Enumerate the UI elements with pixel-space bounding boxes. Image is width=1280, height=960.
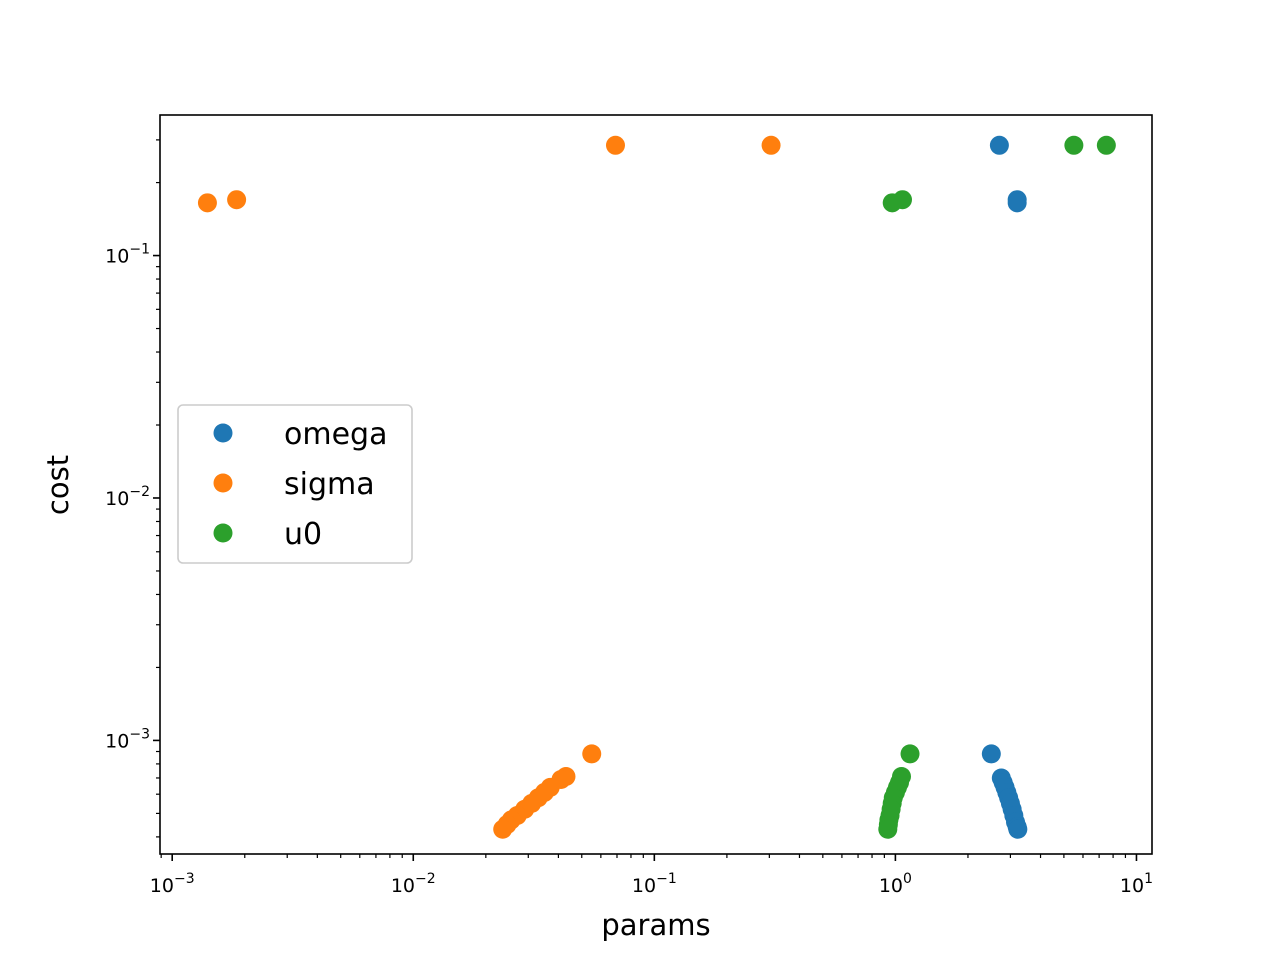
legend-marker-omega [213,423,233,443]
legend-label-u0: u0 [284,517,322,552]
point-omega [1008,819,1028,839]
point-sigma [582,744,602,764]
series-u0 [878,135,1116,839]
x-tick-label: 10−1 [632,871,677,897]
point-sigma [761,135,781,155]
y-tick-label: 10−1 [105,242,150,268]
legend-label-omega: omega [284,417,387,452]
legend-frame [177,404,413,564]
y-tick-label: 10−3 [105,726,150,752]
axis-ticks: 10−3 10−2 10−1 100 101 10−3 10−2 10−1 [105,139,1153,897]
y-tick-label: 10−2 [105,484,150,510]
point-sigma [197,193,217,213]
point-sigma [227,190,247,210]
point-u0 [892,190,912,210]
point-u0 [900,744,920,764]
x-axis-label: params [601,908,710,942]
point-u0 [1064,135,1084,155]
point-omega [1007,193,1027,213]
legend: omega sigma u0 [177,404,413,564]
point-sigma [493,819,513,839]
series-omega [981,135,1028,839]
point-u0 [1096,135,1116,155]
point-omega [981,744,1001,764]
x-tick-label: 10−3 [150,871,195,897]
series-sigma [197,135,781,839]
legend-marker-sigma [213,473,233,493]
data-points [197,135,1116,839]
legend-marker-u0 [213,523,233,543]
y-axis-label: cost [41,455,75,515]
x-tick-label: 100 [879,871,912,897]
x-tick-label: 101 [1120,871,1153,897]
legend-entries: omega sigma u0 [213,417,387,552]
x-tick-label: 10−2 [391,871,436,897]
point-sigma [605,135,625,155]
legend-label-sigma: sigma [284,467,375,502]
plot-frame [159,114,1153,855]
point-u0 [878,819,898,839]
point-omega [989,135,1009,155]
